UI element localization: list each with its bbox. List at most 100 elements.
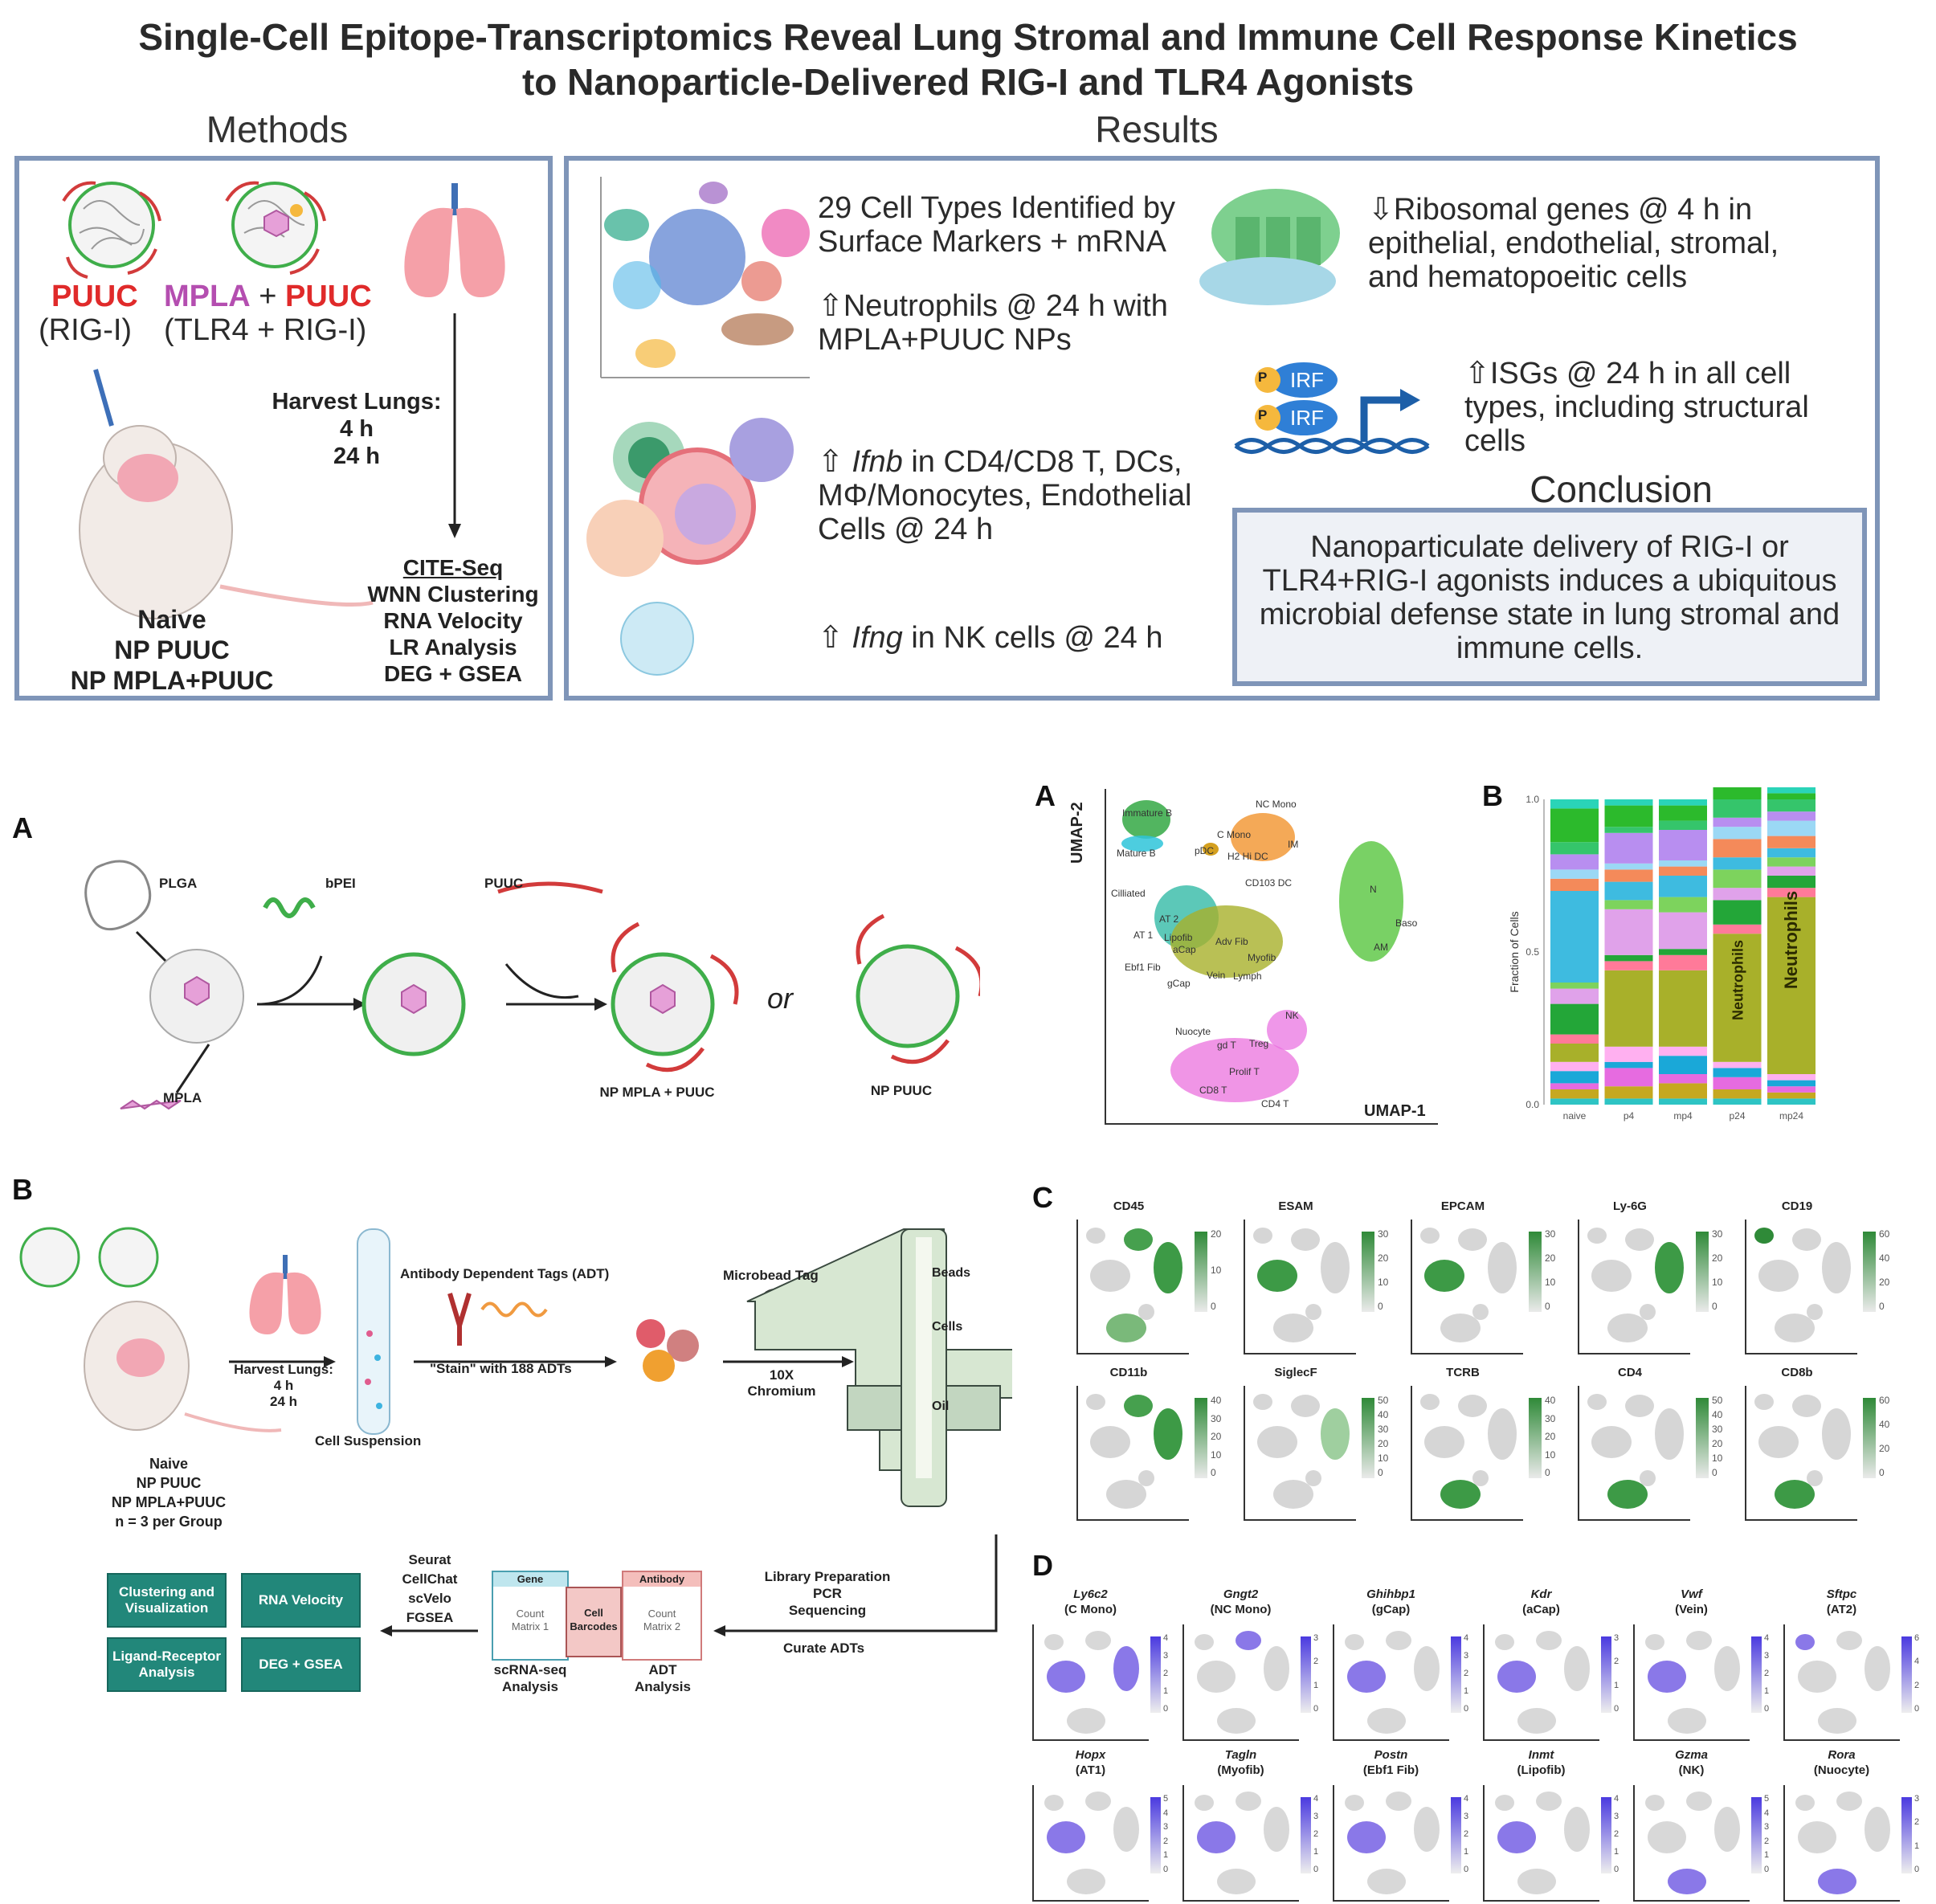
result-isgs: ⇧ISGs @ 24 h in all cell types, includin… bbox=[1464, 357, 1809, 458]
rna-umap-cells bbox=[1195, 1792, 1289, 1894]
np-mpla-puuc-icon bbox=[225, 181, 326, 275]
adt-scale-ticks: 50 40 30 20 10 0 bbox=[1378, 1395, 1388, 1478]
adt-scale-tick: 40 bbox=[1879, 1419, 1890, 1430]
bar-segment bbox=[1713, 827, 1762, 840]
rna-scale-tick: 2 bbox=[1914, 1817, 1920, 1828]
bar-segment bbox=[1659, 799, 1707, 806]
np-synthesis-diagram bbox=[84, 860, 980, 1110]
adt-scale-ticks: 60 40 20 0 bbox=[1879, 1228, 1889, 1312]
umap-plot bbox=[1105, 789, 1438, 1125]
adt-panel: Ly-6G 30 20 10 0 bbox=[1574, 1199, 1734, 1360]
y-tick-label: 0.5 bbox=[1526, 946, 1539, 958]
adt-scale-ticks: 40 30 20 10 0 bbox=[1545, 1395, 1555, 1478]
adt-scale-bar bbox=[1529, 1232, 1542, 1312]
rna-scale-tick: 0 bbox=[1764, 1704, 1770, 1714]
result-ribosomal: ⇩Ribosomal genes @ 4 h in epithelial, en… bbox=[1368, 193, 1779, 294]
adt-scale-tick: 0 bbox=[1545, 1467, 1550, 1478]
gene-count-matrix: Gene Count Matrix 1 bbox=[492, 1571, 569, 1661]
bar-segment bbox=[1659, 1056, 1707, 1074]
puuc-label: PUUC bbox=[51, 280, 138, 313]
adt-umap bbox=[1578, 1386, 1690, 1521]
adt-scale-tick: 10 bbox=[1211, 1448, 1222, 1461]
rna-scale-bar bbox=[1301, 1636, 1311, 1713]
scrna-analysis-label: scRNA-seq Analysis bbox=[493, 1662, 567, 1694]
adt-scale-ticks: 60 40 20 0 bbox=[1879, 1395, 1889, 1478]
adt-scale-bar bbox=[1529, 1398, 1542, 1478]
rna-cell-cluster bbox=[1495, 1795, 1514, 1811]
neutrophils-annotation: Neutrophils bbox=[1730, 940, 1746, 1020]
y-tick-label: 1.0 bbox=[1526, 794, 1539, 805]
bar-segment bbox=[1713, 934, 1762, 1062]
rna-scale-tick: 3 bbox=[1764, 1822, 1770, 1832]
bar-segment bbox=[1550, 799, 1599, 809]
rna-cell-cluster bbox=[1517, 1708, 1556, 1734]
puuc-target: (RIG-I) bbox=[39, 313, 133, 347]
mpla-puuc-label: MPLA + PUUC bbox=[164, 280, 372, 313]
adt-panel-title: TCRB bbox=[1446, 1366, 1480, 1379]
rna-cell-cluster bbox=[1044, 1795, 1064, 1811]
x-tick-label: p24 bbox=[1729, 1110, 1745, 1122]
results-illustration bbox=[586, 177, 1430, 676]
adt-panel-title: CD8b bbox=[1781, 1366, 1813, 1379]
rna-scale-tick: 5 bbox=[1764, 1794, 1770, 1804]
adt-panel-title: Ly-6G bbox=[1613, 1199, 1647, 1213]
bar-segment bbox=[1604, 970, 1653, 1047]
adt-scale-tick: 60 bbox=[1879, 1228, 1890, 1240]
rna-cell-cluster bbox=[1236, 1631, 1261, 1650]
bar-segment bbox=[1604, 869, 1653, 882]
rna-cell-cluster bbox=[1113, 1646, 1139, 1691]
umap-labels: Immature B Mature B NC Mono C Mono IM pD… bbox=[1111, 799, 1418, 1109]
irf-label-2: IRF bbox=[1290, 406, 1324, 430]
adt-umap-cells bbox=[1754, 1394, 1851, 1509]
antibody-count-matrix: Antibody Count Matrix 2 bbox=[622, 1571, 702, 1661]
adt-scale-tick: 60 bbox=[1879, 1395, 1890, 1406]
adt-panel-title: CD19 bbox=[1781, 1199, 1813, 1213]
bar-segment bbox=[1659, 805, 1707, 821]
rna-scale-tick: 0 bbox=[1464, 1704, 1469, 1714]
rna-scale-tick: 3 bbox=[1614, 1812, 1619, 1821]
rna-cell-cluster bbox=[1818, 1869, 1856, 1894]
output-rna-velocity: RNA Velocity bbox=[241, 1573, 361, 1628]
rna-scale-tick: 2 bbox=[1313, 1829, 1319, 1839]
rna-scale-tick: 0 bbox=[1313, 1703, 1319, 1714]
adt-scale-tick: 10 bbox=[1712, 1453, 1723, 1464]
rna-scale-tick: 2 bbox=[1614, 1829, 1619, 1839]
adt-scale-tick: 20 bbox=[1879, 1443, 1890, 1454]
rna-cell-cluster bbox=[1386, 1792, 1411, 1811]
rna-scale-tick: 2 bbox=[1614, 1657, 1619, 1667]
x-tick-label: mp24 bbox=[1779, 1110, 1803, 1122]
rna-scale-tick: 3 bbox=[1614, 1633, 1619, 1643]
rna-scale-tick: 3 bbox=[1313, 1812, 1319, 1821]
irf-dna-icon bbox=[1234, 362, 1430, 454]
adt-umap-cells bbox=[1587, 1394, 1684, 1509]
bar-segment bbox=[1713, 1068, 1762, 1077]
rna-scale-tick: 4 bbox=[1163, 1633, 1169, 1643]
adt-umap-cells bbox=[1086, 1394, 1182, 1509]
adt-scale-bar bbox=[1362, 1398, 1374, 1478]
rna-scale-tick: 1 bbox=[1163, 1686, 1169, 1696]
rna-scale-ticks: 5 4 3 2 1 0 bbox=[1764, 1794, 1769, 1874]
rna-cell-cluster bbox=[1648, 1661, 1686, 1693]
rna-scale-tick: 2 bbox=[1914, 1680, 1920, 1690]
bar-segment bbox=[1659, 1098, 1707, 1105]
adt-scale-tick: 10 bbox=[1545, 1277, 1556, 1288]
rna-panel: Tagln (Myofib) 4 3 2 1 0 bbox=[1178, 1747, 1325, 1904]
cite-seq-steps: CITE-Seq WNN Clustering RNA Velocity LR … bbox=[367, 555, 539, 686]
result-ifng: ⇧ Ifng in NK cells @ 24 h bbox=[818, 621, 1163, 655]
rna-scale-tick: 3 bbox=[1464, 1812, 1469, 1821]
lungs-icon bbox=[404, 183, 505, 297]
adt-scale-tick: 20 bbox=[1545, 1252, 1556, 1264]
rna-scale-tick: 3 bbox=[1764, 1651, 1770, 1661]
rna-letter: D bbox=[1032, 1549, 1053, 1582]
rna-panel: Vwf (Vein) 4 3 2 1 0 bbox=[1629, 1587, 1776, 1743]
rna-scale-tick: 0 bbox=[1313, 1865, 1319, 1874]
rna-cell-cluster bbox=[1686, 1792, 1712, 1811]
adt-scale-tick: 20 bbox=[1378, 1252, 1389, 1264]
adt-scale-tick: 30 bbox=[1378, 1424, 1389, 1435]
rna-cell-cluster bbox=[1668, 1869, 1706, 1894]
rna-cell-cluster bbox=[1347, 1821, 1386, 1853]
adt-letter: C bbox=[1032, 1181, 1053, 1214]
rna-scale-bar bbox=[1451, 1636, 1461, 1713]
p-label-1: P bbox=[1258, 370, 1268, 385]
bar-segment bbox=[1550, 854, 1599, 870]
